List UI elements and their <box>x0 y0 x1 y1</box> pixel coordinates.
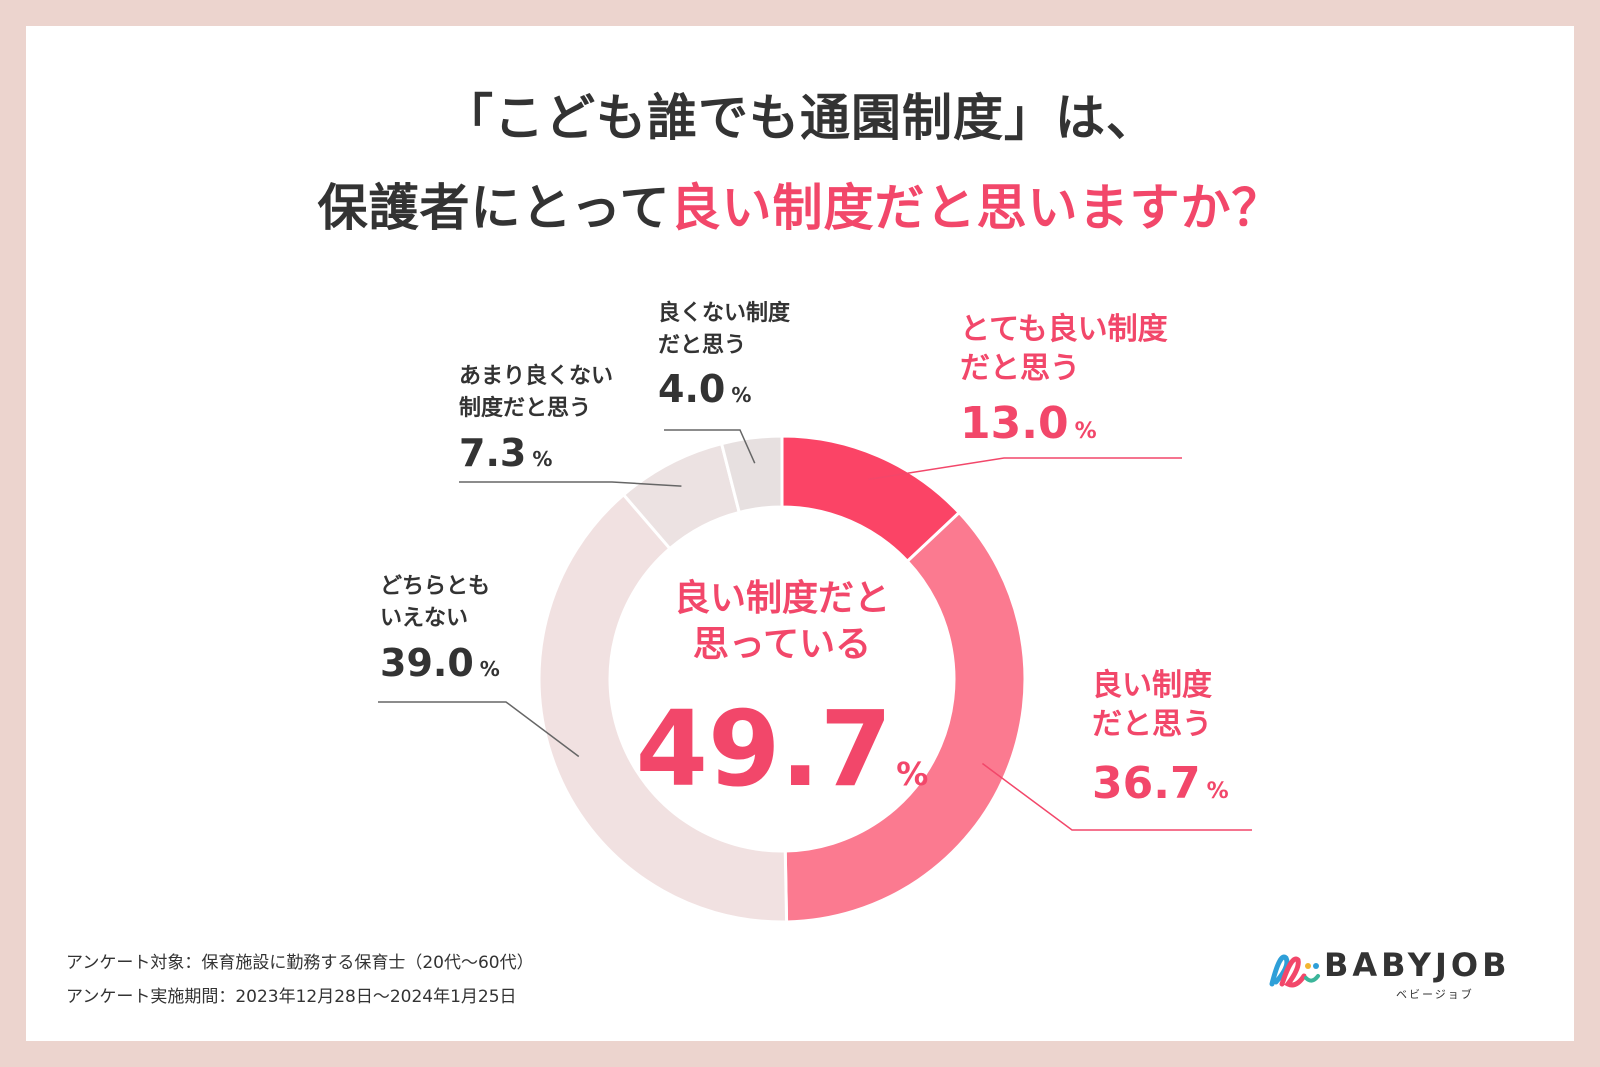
slice-value-number-not_very_good: 7.3 <box>459 431 526 475</box>
logo-wordmark: BABYJOB <box>1324 946 1511 984</box>
slice-value-number-not_good: 4.0 <box>658 367 725 411</box>
slice-value-number-neutral: 39.0 <box>380 641 474 685</box>
chart-title-line1: 「こども誰でも通園制度」は、 <box>0 78 1600 150</box>
slice-label-not_very_good-line1: あまり良くない <box>459 363 613 389</box>
brand-logo: BABYJOB ベビージョブ <box>1266 944 1526 1004</box>
slice-value-very_good: 13.0% <box>960 398 1097 449</box>
slice-value-neutral: 39.0% <box>380 641 500 685</box>
slice-value-unit-good: % <box>1207 779 1229 804</box>
chart-title-line2: 保護者にとって良い制度だと思いますか？ <box>0 168 1600 240</box>
slice-not_good <box>719 434 784 515</box>
center-value: 49.7% <box>636 688 929 810</box>
slice-value-not_good: 4.0% <box>658 367 751 411</box>
slice-value-number-good: 36.7 <box>1092 758 1201 809</box>
babyjob-logo-icon <box>1269 954 1320 988</box>
survey-period: アンケート実施期間：2023年12月28日〜2024年1月25日 <box>66 987 517 1007</box>
donut-slices <box>537 434 1027 924</box>
slice-value-unit-neutral: % <box>480 657 500 681</box>
slice-neutral <box>537 492 789 924</box>
slice-label-neutral-line2: いえない <box>380 606 468 631</box>
survey-target: アンケート対象：保育施設に勤務する保育士（20代〜60代） <box>66 953 534 973</box>
title-line2-plain: 保護者にとって <box>317 179 671 237</box>
slice-label-not_very_good-line2: 制度だと思う <box>459 395 591 421</box>
slice-value-unit-not_good: % <box>731 383 751 407</box>
leader-line-very_good <box>868 457 1182 481</box>
title-line1-text: 「こども誰でも通園制度」は、 <box>443 89 1157 147</box>
center-label-line1: 良い制度だと <box>674 578 890 619</box>
leader-line-good <box>981 762 1252 831</box>
leader-line-not_good <box>664 429 756 464</box>
slice-label-very_good-line1: とても良い制度 <box>960 312 1168 347</box>
slice-label-very_good-line2: だと思う <box>960 351 1080 386</box>
center-value-number: 49.7 <box>636 688 893 810</box>
slice-label-not_good-line1: 良くない制度 <box>658 300 791 326</box>
center-label-line2: 思っている <box>693 624 871 665</box>
slice-value-good: 36.7% <box>1092 758 1229 809</box>
logo-kana: ベビージョブ <box>1396 988 1474 1001</box>
slice-value-unit-very_good: % <box>1075 419 1097 444</box>
title-line2-accent: 良い制度だと思いますか？ <box>670 179 1283 237</box>
slice-good <box>783 510 1027 924</box>
slice-value-unit-not_very_good: % <box>532 447 552 471</box>
leader-lines <box>378 429 1252 831</box>
leader-line-not_very_good <box>459 481 682 487</box>
slice-value-not_very_good: 7.3% <box>459 431 552 475</box>
slice-label-not_good-line2: だと思う <box>658 333 746 358</box>
slice-label-good-line2: だと思う <box>1092 707 1212 742</box>
slice-label-good-line1: 良い制度 <box>1092 668 1212 703</box>
slice-label-neutral-line1: どちらとも <box>380 574 490 599</box>
center-value-unit: % <box>896 755 928 793</box>
leader-line-neutral <box>378 701 580 758</box>
slice-value-number-very_good: 13.0 <box>960 398 1069 449</box>
